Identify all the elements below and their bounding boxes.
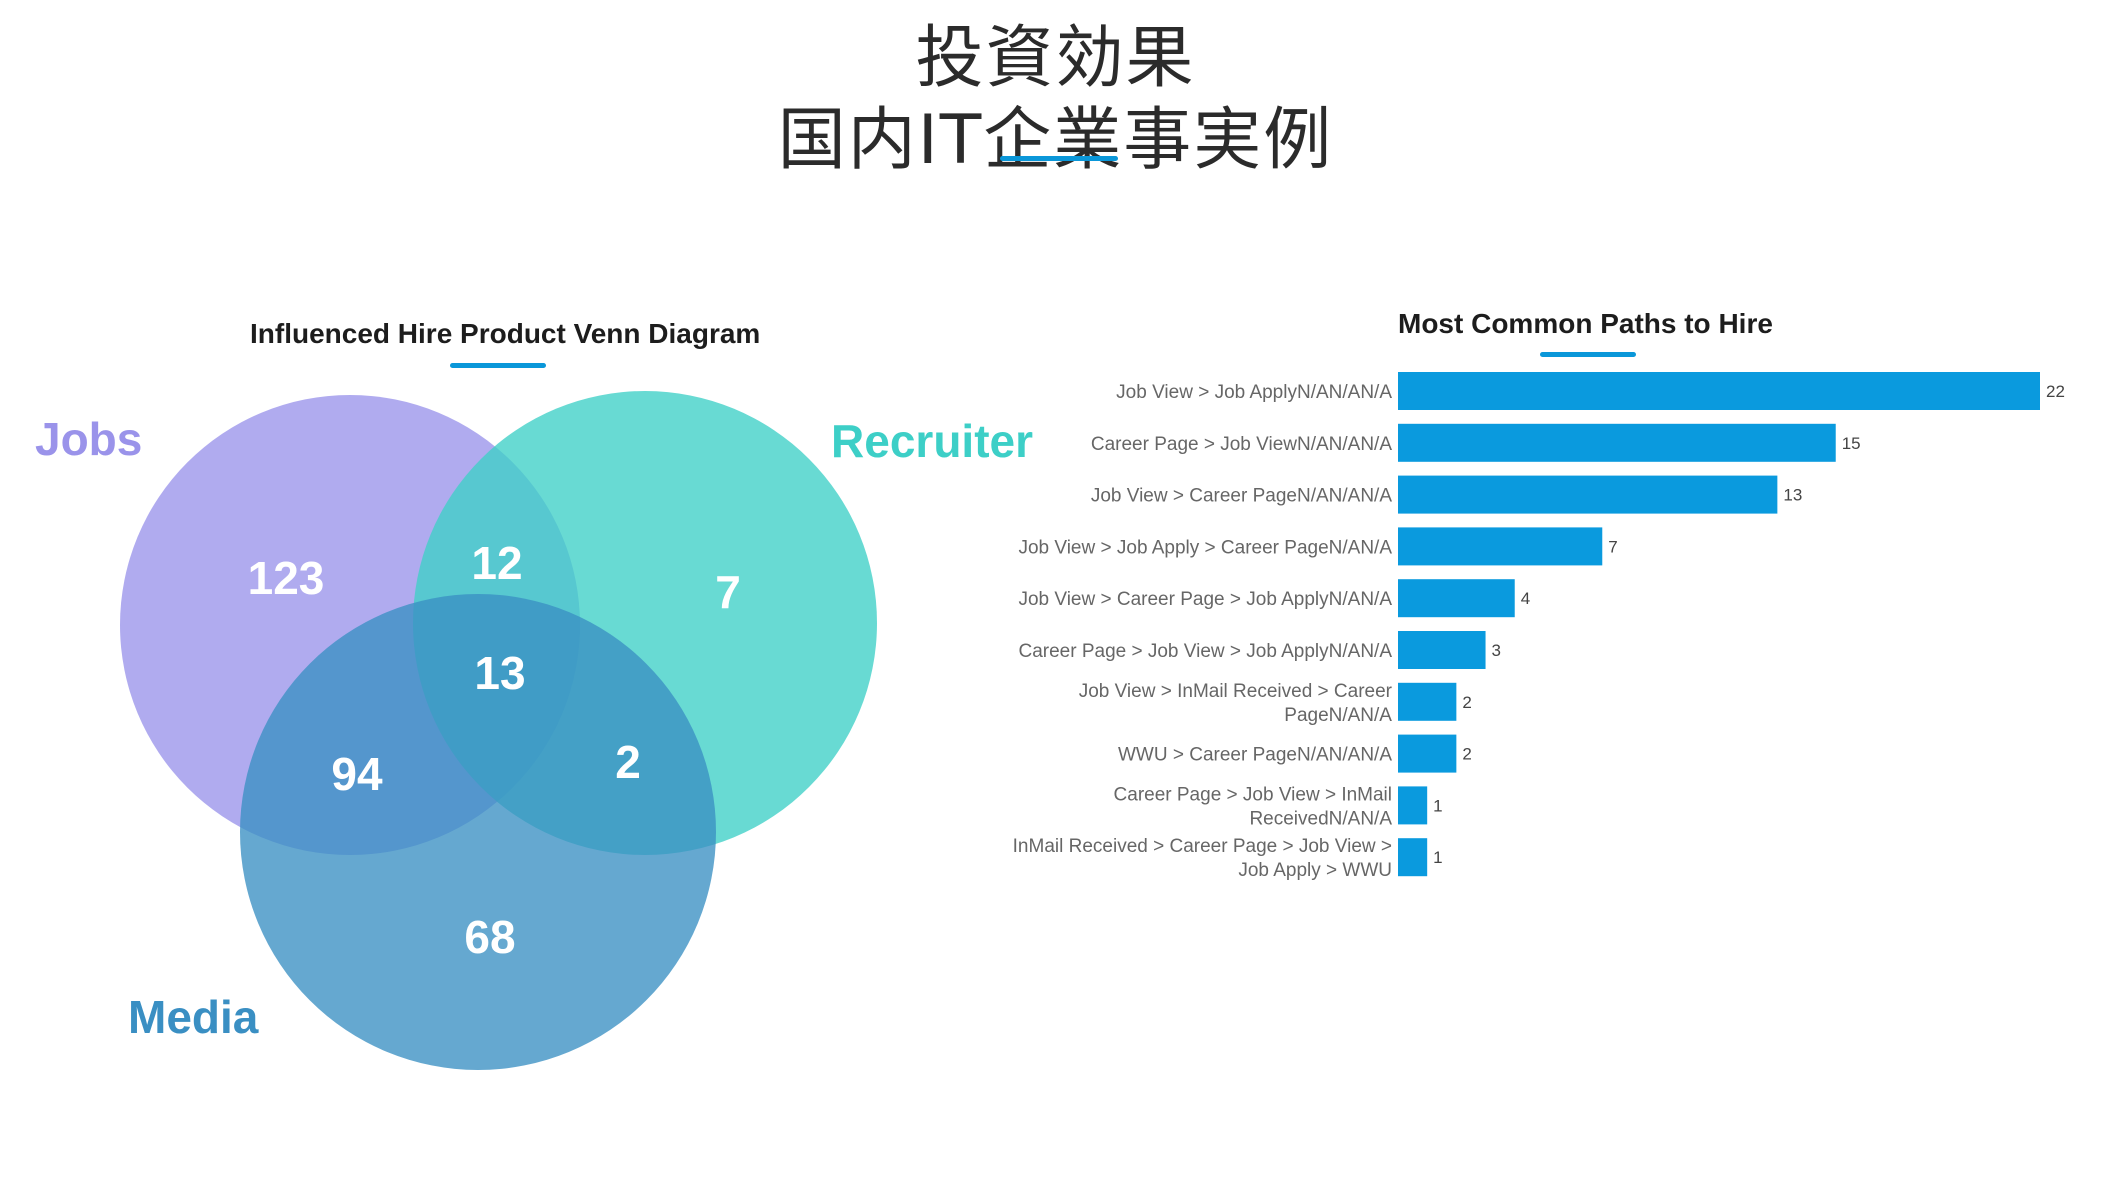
bar-value-label-7: 2: [1462, 693, 1471, 712]
bar-category-label-1: Job View > Job ApplyN/AN/AN/A: [1116, 382, 1392, 403]
bar-value-label-9: 1: [1433, 796, 1442, 815]
venn-title-underline: [450, 363, 546, 368]
bar-category-label-9: Career Page > Job View > InMail ReceivedN…: [1114, 784, 1393, 829]
venn-label-media: Media: [128, 991, 259, 1043]
bar-value-label-8: 2: [1462, 745, 1471, 764]
bar-value-label-10: 1: [1433, 848, 1442, 867]
venn-value-jobs-media: 94: [331, 748, 383, 800]
bar-value-label-3: 13: [1783, 486, 1802, 505]
page-title-underline: [1000, 156, 1118, 161]
bar-category-label-2: Career Page > Job ViewN/AN/AN/A: [1091, 434, 1392, 455]
bar-title-underline: [1540, 352, 1636, 357]
bar-category-label-3: Job View > Career PageN/AN/AN/A: [1091, 486, 1392, 507]
bar-category-label-4: Job View > Job Apply > Career PageN/AN/A: [1018, 537, 1392, 558]
page-title-line-2: 国内IT企業事実例: [777, 101, 1334, 180]
bar-category-label-7: Job View > InMail Received > Career PageN…: [1079, 681, 1393, 726]
bar-2: [1398, 423, 1836, 462]
bar-value-label-2: 15: [1842, 434, 1861, 453]
bar-3: [1398, 475, 1778, 514]
bar-category-label-6: Career Page > Job View > Job ApplyN/AN/A: [1018, 641, 1392, 662]
bar-chart-title: Most Common Paths to Hire: [1398, 308, 1773, 339]
venn-circle-media: [240, 594, 716, 1070]
bar-8: [1398, 734, 1457, 773]
bar-category-label-8: WWU > Career PageN/AN/AN/A: [1118, 745, 1392, 766]
bar-value-label-4: 7: [1608, 537, 1617, 556]
venn-value-jobs-only: 123: [248, 552, 325, 604]
page-title-line-1: 投資効果: [915, 19, 1196, 98]
bar-5: [1398, 579, 1515, 618]
bar-category-label-5: Job View > Career Page > Job ApplyN/AN/A: [1018, 589, 1392, 610]
venn-label-recruiter: Recruiter: [831, 415, 1033, 467]
venn-value-recruiter-media: 2: [615, 736, 641, 788]
bar-1: [1398, 372, 2040, 410]
bar-value-label-6: 3: [1492, 641, 1501, 660]
bar-9: [1398, 786, 1428, 825]
bar-10: [1398, 838, 1428, 877]
bar-7: [1398, 682, 1457, 721]
bar-4: [1398, 527, 1603, 566]
bar-value-label-1: 22: [2046, 382, 2065, 401]
bar-value-label-5: 4: [1521, 589, 1530, 608]
bar-category-label-10: InMail Received > Career Page > Job View…: [1013, 836, 1392, 881]
bar-6: [1398, 631, 1486, 669]
page-title: 投資効果 国内IT企業事実例: [0, 18, 2111, 182]
venn-value-recruiter-only: 7: [715, 566, 741, 618]
venn-label-jobs: Jobs: [35, 413, 142, 465]
venn-chart-title: Influenced Hire Product Venn Diagram: [250, 318, 761, 349]
venn-value-all-three: 13: [474, 647, 525, 699]
venn-value-media-only: 68: [464, 911, 515, 963]
venn-value-jobs-recruiter: 12: [471, 537, 522, 589]
